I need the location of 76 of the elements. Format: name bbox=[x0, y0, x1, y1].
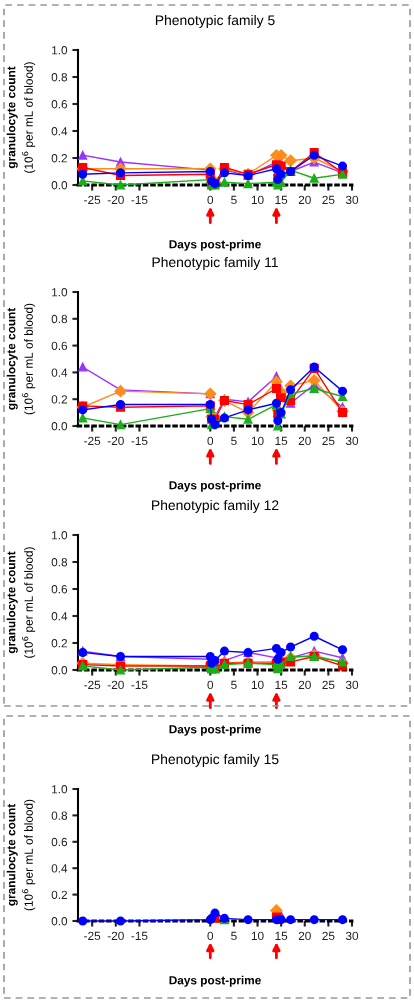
y-tick-label: 0.8 bbox=[51, 558, 68, 567]
x-tick-label: 10 bbox=[251, 931, 264, 941]
y-tick-label: 0.2 bbox=[51, 890, 67, 899]
y-axis-title: granulocyte count (10$^{6}$ per mL of blood) bbox=[6, 547, 36, 658]
y-tick-label: 0.0 bbox=[51, 181, 68, 190]
x-axis-title: Days post-prime bbox=[169, 724, 261, 736]
x-tick-label: 10 bbox=[251, 195, 264, 205]
y-tick-label: 0.6 bbox=[51, 100, 68, 109]
x-axis-title: Days post-prime bbox=[169, 975, 261, 987]
x-tick-label: 30 bbox=[345, 436, 359, 446]
x-tick-label: -20 bbox=[107, 195, 124, 205]
x-tick-label: -20 bbox=[107, 931, 124, 941]
chart-title: Phenotypic family 15 bbox=[152, 753, 279, 767]
x-tick-label: 30 bbox=[345, 680, 359, 690]
y-tick-label: 1.0 bbox=[52, 531, 68, 540]
x-tick-label: 15 bbox=[275, 931, 288, 941]
y-tick-label: 0.8 bbox=[51, 73, 68, 82]
y-axis-title: granulocyte count (10$^{6}$ per mL of blood) bbox=[6, 799, 36, 911]
y-tick-label: 1.0 bbox=[52, 785, 68, 794]
x-tick-label: 0 bbox=[207, 680, 214, 690]
x-tick-label: 20 bbox=[298, 931, 311, 941]
y-tick-label: 0.8 bbox=[51, 314, 68, 324]
y-tick-label: 0.6 bbox=[51, 585, 68, 594]
chart-title: Phenotypic family 11 bbox=[152, 256, 278, 270]
x-tick-label: 5 bbox=[231, 931, 237, 941]
y-tick-label: 0.0 bbox=[51, 422, 68, 431]
x-axis-title: Days post-prime bbox=[169, 480, 261, 492]
x-tick-label: 5 bbox=[231, 680, 237, 690]
x-tick-label: -20 bbox=[107, 680, 124, 690]
x-tick-label: -25 bbox=[84, 195, 101, 205]
x-tick-label: 0 bbox=[207, 931, 214, 941]
x-axis-title: Days post-prime bbox=[169, 239, 261, 251]
x-tick-label: 25 bbox=[322, 931, 335, 941]
x-tick-label: -25 bbox=[84, 436, 101, 446]
x-tick-label: 30 bbox=[345, 931, 359, 941]
x-tick-label: -15 bbox=[131, 436, 148, 446]
y-tick-label: 0.4 bbox=[51, 612, 68, 621]
x-tick-label: -25 bbox=[84, 680, 101, 690]
y-axis-title: granulocyte count (10$^{6}$ per mL of blood) bbox=[6, 303, 36, 415]
x-tick-label: 20 bbox=[298, 195, 311, 205]
x-tick-label: 25 bbox=[322, 436, 335, 446]
y-tick-label: 0.6 bbox=[51, 341, 68, 350]
x-tick-label: 5 bbox=[231, 436, 237, 446]
x-tick-label: 10 bbox=[251, 436, 264, 446]
x-tick-label: 25 bbox=[322, 680, 335, 690]
y-tick-label: 0.8 bbox=[51, 811, 68, 820]
y-tick-label: 0.2 bbox=[51, 395, 67, 404]
x-tick-label: 30 bbox=[345, 195, 359, 205]
x-tick-label: -25 bbox=[84, 931, 101, 941]
x-tick-label: 25 bbox=[322, 195, 335, 205]
x-tick-label: -15 bbox=[131, 931, 148, 941]
y-tick-label: 0.4 bbox=[51, 864, 68, 873]
y-tick-label: 0.2 bbox=[51, 154, 67, 163]
y-tick-label: 1.0 bbox=[52, 288, 68, 297]
y-tick-label: 0.0 bbox=[51, 917, 68, 926]
chart-title: Phenotypic family 5 bbox=[155, 14, 275, 28]
x-tick-label: 0 bbox=[207, 436, 214, 446]
chart-title: Phenotypic family 12 bbox=[152, 499, 279, 513]
y-tick-label: 0.6 bbox=[51, 837, 68, 847]
y-tick-label: 0.2 bbox=[51, 639, 67, 648]
y-tick-label: 0.4 bbox=[51, 127, 68, 136]
x-tick-label: 5 bbox=[231, 195, 237, 205]
x-tick-label: 10 bbox=[251, 680, 264, 690]
x-tick-label: 15 bbox=[275, 436, 288, 446]
x-tick-label: 15 bbox=[275, 195, 288, 205]
y-tick-label: 1.0 bbox=[52, 46, 68, 55]
x-tick-label: -15 bbox=[131, 680, 148, 690]
y-tick-label: 0.0 bbox=[51, 666, 68, 675]
x-tick-label: 20 bbox=[298, 680, 311, 690]
x-tick-label: -15 bbox=[131, 195, 148, 205]
y-tick-label: 0.4 bbox=[51, 368, 68, 377]
x-tick-label: 20 bbox=[298, 436, 311, 446]
x-tick-label: 0 bbox=[207, 195, 214, 205]
x-tick-label: -20 bbox=[107, 436, 124, 446]
x-tick-label: 15 bbox=[275, 680, 288, 690]
y-axis-title: granulocyte count (10$^{6}$ per mL of blood) bbox=[6, 62, 36, 173]
